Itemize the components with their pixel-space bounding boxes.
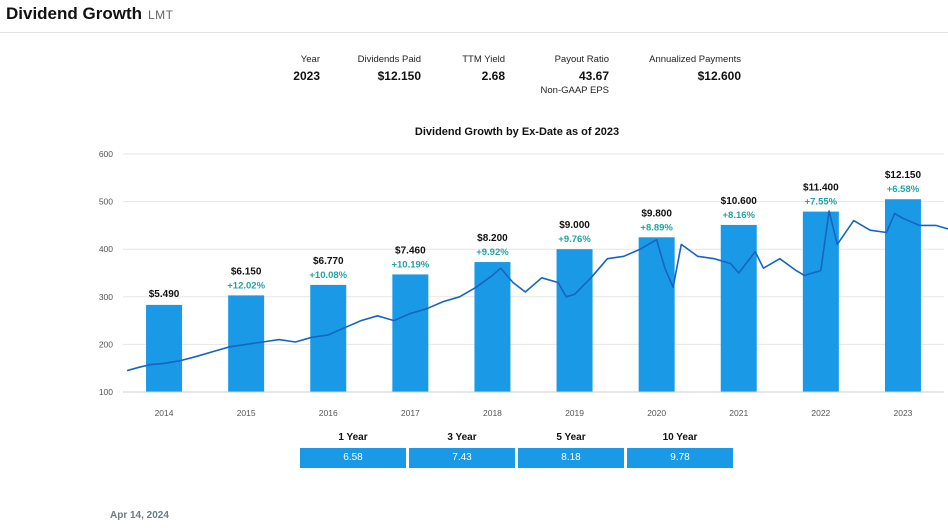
x-tick-label: 2018 <box>483 408 502 418</box>
growth-label: +6.58% <box>887 184 920 195</box>
growth-label: 5 Year <box>556 432 586 443</box>
growth-label: +12.02% <box>227 280 265 291</box>
stat-annualized-payments: Annualized Payments $12.600 <box>630 54 741 83</box>
dividend-label: $7.460 <box>395 245 426 256</box>
y-tick-label: 500 <box>99 197 113 207</box>
y-tick-label: 400 <box>99 244 113 254</box>
dividend-label: $5.490 <box>149 289 180 300</box>
stat-ttm-yield: TTM Yield 2.68 <box>450 54 505 83</box>
stat-value: 2.68 <box>481 69 505 83</box>
growth-label: 3 Year <box>447 432 477 443</box>
ticker-symbol: LMT <box>148 8 174 22</box>
growth-col-1-year: 1 Year 6.58 <box>300 432 406 468</box>
dividend-bar <box>556 249 593 392</box>
growth-label: +8.16% <box>723 210 756 221</box>
growth-label: +10.19% <box>391 259 429 270</box>
growth-label: +8.89% <box>640 222 673 233</box>
dividend-bar <box>720 224 757 392</box>
growth-value: 8.18 <box>518 448 624 468</box>
header-divider <box>0 32 948 33</box>
stat-payout-ratio: Payout Ratio 43.67 Non-GAAP EPS <box>530 54 609 96</box>
price-line <box>126 210 948 372</box>
growth-col-10-year: 10 Year 9.78 <box>627 432 733 468</box>
dividend-bar <box>310 284 347 392</box>
x-tick-label: 2014 <box>155 408 174 418</box>
growth-col-3-year: 3 Year 7.43 <box>409 432 515 468</box>
dividend-bar <box>802 211 839 392</box>
as-of-date: Apr 14, 2024 <box>110 510 169 521</box>
y-tick-label: 600 <box>99 149 113 159</box>
page-title: Dividend Growth <box>6 4 142 23</box>
growth-value: 6.58 <box>300 448 406 468</box>
x-tick-label: 2022 <box>811 408 830 418</box>
growth-summary: 1 Year 6.58 3 Year 7.43 5 Year 8.18 10 Y… <box>300 432 734 472</box>
stat-dividends-paid: Dividends Paid $12.150 <box>340 54 421 83</box>
stat-label: Payout Ratio <box>554 54 609 65</box>
dividend-label: $10.600 <box>721 196 758 207</box>
y-tick-label: 200 <box>99 339 113 349</box>
stat-label: Year <box>300 54 320 65</box>
x-tick-label: 2015 <box>237 408 256 418</box>
stat-sub: Non-GAAP EPS <box>540 85 609 96</box>
x-tick-label: 2019 <box>565 408 584 418</box>
x-tick-label: 2023 <box>893 408 912 418</box>
growth-col-5-year: 5 Year 8.18 <box>518 432 624 468</box>
dividend-bar <box>884 199 921 392</box>
dividend-bar <box>638 237 675 392</box>
y-tick-label: 100 <box>99 387 113 397</box>
dividend-label: $6.150 <box>231 266 262 277</box>
x-tick-label: 2017 <box>401 408 420 418</box>
dividend-label: $6.770 <box>313 256 344 267</box>
growth-label: +9.92% <box>476 247 509 258</box>
stat-value: $12.150 <box>377 69 421 83</box>
stats-row: Year 2023 Dividends Paid $12.150 TTM Yie… <box>0 54 948 104</box>
stat-value: $12.600 <box>697 69 741 83</box>
stat-value: 43.67 <box>578 69 609 83</box>
growth-label: +7.55% <box>805 197 838 208</box>
stat-year: Year 2023 <box>290 54 320 83</box>
dividend-label: $9.000 <box>559 220 590 231</box>
dividend-bar <box>392 274 429 392</box>
dividend-bar <box>474 262 511 392</box>
stat-label: Annualized Payments <box>649 54 741 65</box>
stat-label: TTM Yield <box>462 54 505 65</box>
dividend-label: $11.400 <box>803 183 839 194</box>
growth-label: +9.76% <box>558 234 591 245</box>
growth-value: 7.43 <box>409 448 515 468</box>
x-tick-label: 2021 <box>729 408 748 418</box>
x-tick-label: 2016 <box>319 408 338 418</box>
dividend-chart: 100 200 300 400 500 600 2014 $5.490 2015 +12.02% $… <box>99 149 948 418</box>
stat-value: 2023 <box>293 69 320 83</box>
dividend-label: $9.800 <box>641 208 672 219</box>
stat-label: Dividends Paid <box>357 54 421 65</box>
growth-label: 10 Year <box>662 432 698 443</box>
x-tick-label: 2020 <box>647 408 666 418</box>
chart-title: Dividend Growth by Ex-Date as of 2023 <box>414 126 620 138</box>
dividend-bar <box>146 304 183 392</box>
growth-label: +10.08% <box>309 270 347 281</box>
growth-value: 9.78 <box>627 448 733 468</box>
y-tick-label: 300 <box>99 292 113 302</box>
growth-label: 1 Year <box>338 432 368 443</box>
dividend-label: $8.200 <box>477 233 508 244</box>
dividend-label: $12.150 <box>885 170 922 181</box>
page-header: Dividend Growth LMT <box>6 4 174 28</box>
